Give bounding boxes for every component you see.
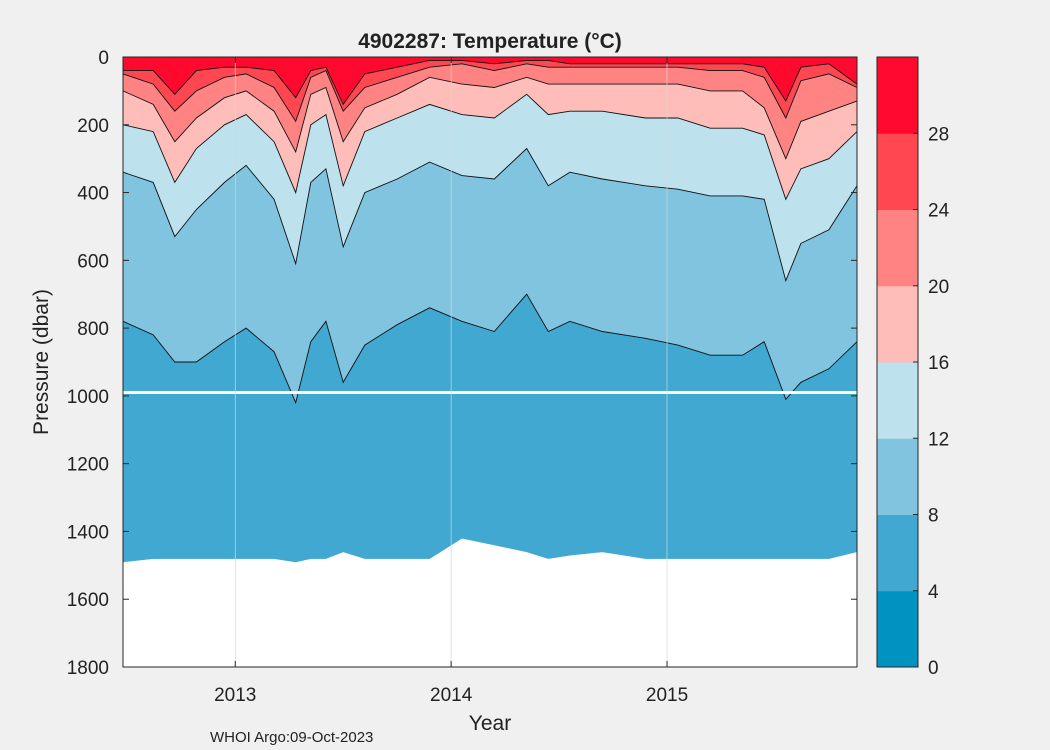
colorbar-band-16-20 [877,285,918,363]
colorbar-tick-label: 16 [928,353,949,374]
colorbar-band-8-12 [877,438,918,515]
axes: 0 200 400 600 800 1000 1200 1400 1600 1800 2013 201… [67,48,858,706]
y-tick-label: 1200 [67,455,109,476]
colorbar-band-4-8 [877,514,918,592]
contour-layer [122,56,858,667]
x-tick-label: 2015 [646,685,688,706]
chart-title: 4902287: Temperature (°C) [358,30,622,53]
y-tick-label: 600 [77,251,109,272]
y-tick-label: 0 [98,48,109,69]
colorbar-tick-label: 12 [928,429,949,450]
x-tick-label: 2014 [430,685,473,706]
colorbar-band-28-32 [877,57,918,134]
colorbar: 0 4 8 12 16 20 24 28 [876,56,950,679]
colorbar-band-24-28 [877,133,918,210]
y-tick-label: 1600 [67,590,109,611]
isotherm-line-20c [122,76,858,160]
colorbar-band-20-24 [877,209,918,287]
y-tick-label: 400 [77,184,109,205]
x-tick-label: 2013 [214,685,256,706]
colorbar-tick-label: 20 [928,277,949,298]
colorbar-tick-label: 4 [928,582,939,603]
colorbar-tick-label: 28 [928,124,949,145]
isotherm-line-28c [123,59,858,106]
isotherm-line-8c [122,293,858,405]
colorbar-tick-label: 0 [928,658,939,679]
colorbar-band-0-4 [877,590,918,668]
isotherm-line-16c [122,93,858,201]
footer-credit: WHOI Argo:09-Oct-2023 [210,729,373,746]
y-tick-label: 1400 [67,522,109,543]
y-tick-label: 200 [77,116,109,137]
y-tick-label: 800 [77,319,109,340]
colorbar-tick-label: 24 [928,201,950,222]
isotherm-line-12c [122,147,858,283]
y-axis-label: Pressure (dbar) [30,289,53,435]
isotherm-line-24c [122,63,858,123]
colorbar-band-12-16 [877,362,918,439]
y-tick-label: 1800 [67,658,109,679]
y-tick-label: 1000 [67,387,109,408]
plot-frame [122,56,858,668]
x-axis-label: Year [469,712,511,735]
colorbar-tick-label: 8 [928,506,939,527]
